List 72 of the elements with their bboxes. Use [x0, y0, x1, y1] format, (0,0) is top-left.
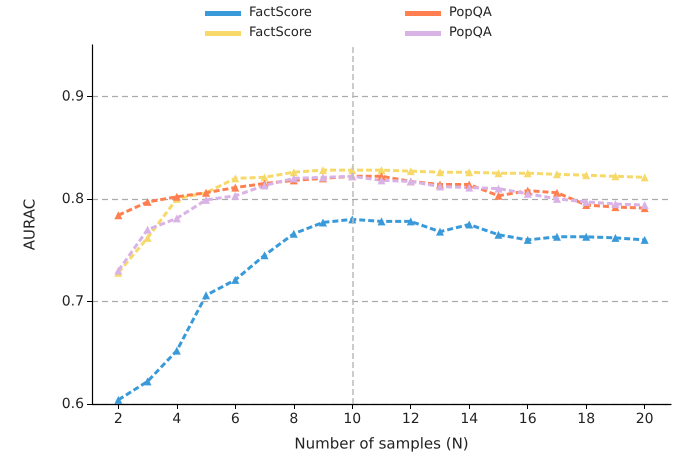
x-tick-label: 12 — [402, 411, 420, 427]
point — [231, 184, 240, 192]
point — [406, 217, 415, 226]
point — [172, 214, 181, 222]
y-tick-label: 0.8 — [62, 190, 84, 207]
y-tick-label: 0.9 — [62, 88, 84, 104]
point — [640, 173, 649, 182]
point — [202, 291, 210, 300]
point — [436, 168, 444, 176]
point — [611, 234, 620, 242]
point — [319, 218, 328, 226]
point — [378, 166, 386, 174]
point — [172, 346, 181, 355]
x-tick-label: 18 — [577, 411, 596, 427]
point — [436, 182, 444, 191]
x-tick-label: 2 — [114, 411, 123, 427]
x-tick-label: 16 — [518, 411, 537, 427]
point — [494, 184, 502, 193]
legend-label: FactScore — [249, 25, 312, 40]
legend-label: PopQA — [449, 5, 492, 20]
point — [114, 211, 122, 220]
point — [582, 232, 590, 241]
point — [231, 174, 240, 182]
point — [494, 169, 502, 178]
point — [582, 198, 590, 206]
point — [524, 236, 532, 244]
point — [582, 171, 590, 180]
x-tick-label: 6 — [230, 411, 240, 427]
point — [144, 226, 152, 234]
x-axis-title: Number of samples (N) — [294, 434, 469, 452]
point — [260, 182, 269, 190]
point — [494, 192, 502, 200]
point — [465, 168, 474, 176]
point — [144, 198, 152, 206]
point — [114, 396, 122, 404]
y-axis-title: AURAC — [20, 198, 38, 250]
point — [611, 172, 620, 180]
point — [378, 176, 386, 184]
x-tick-label: 14 — [460, 411, 478, 427]
point — [436, 228, 444, 236]
point — [144, 234, 152, 242]
legend-label: PopQA — [449, 25, 492, 40]
point — [465, 220, 474, 228]
point — [552, 232, 561, 241]
point — [640, 236, 649, 244]
point — [494, 230, 502, 239]
point — [552, 188, 561, 197]
y-tick-label: 0.7 — [62, 293, 84, 310]
point — [552, 194, 561, 203]
point — [260, 173, 269, 182]
point — [611, 200, 620, 208]
point — [290, 230, 298, 238]
point — [231, 276, 240, 284]
point — [231, 192, 240, 200]
point — [524, 190, 532, 198]
point — [290, 168, 298, 176]
x-tick-label: 10 — [343, 411, 362, 427]
point — [319, 166, 328, 174]
x-tick-label: 8 — [289, 411, 298, 427]
point — [144, 377, 152, 386]
x-tick-label: 20 — [636, 411, 654, 427]
point — [260, 251, 269, 260]
x-tick-label: 4 — [172, 411, 182, 427]
point — [524, 169, 532, 178]
y-tick-label: 0.6 — [62, 396, 84, 412]
legend-label: FactScore — [249, 5, 312, 20]
point — [202, 196, 210, 204]
point — [378, 217, 386, 226]
point — [552, 170, 561, 178]
point — [406, 167, 415, 176]
point — [640, 201, 649, 210]
point — [465, 184, 474, 192]
